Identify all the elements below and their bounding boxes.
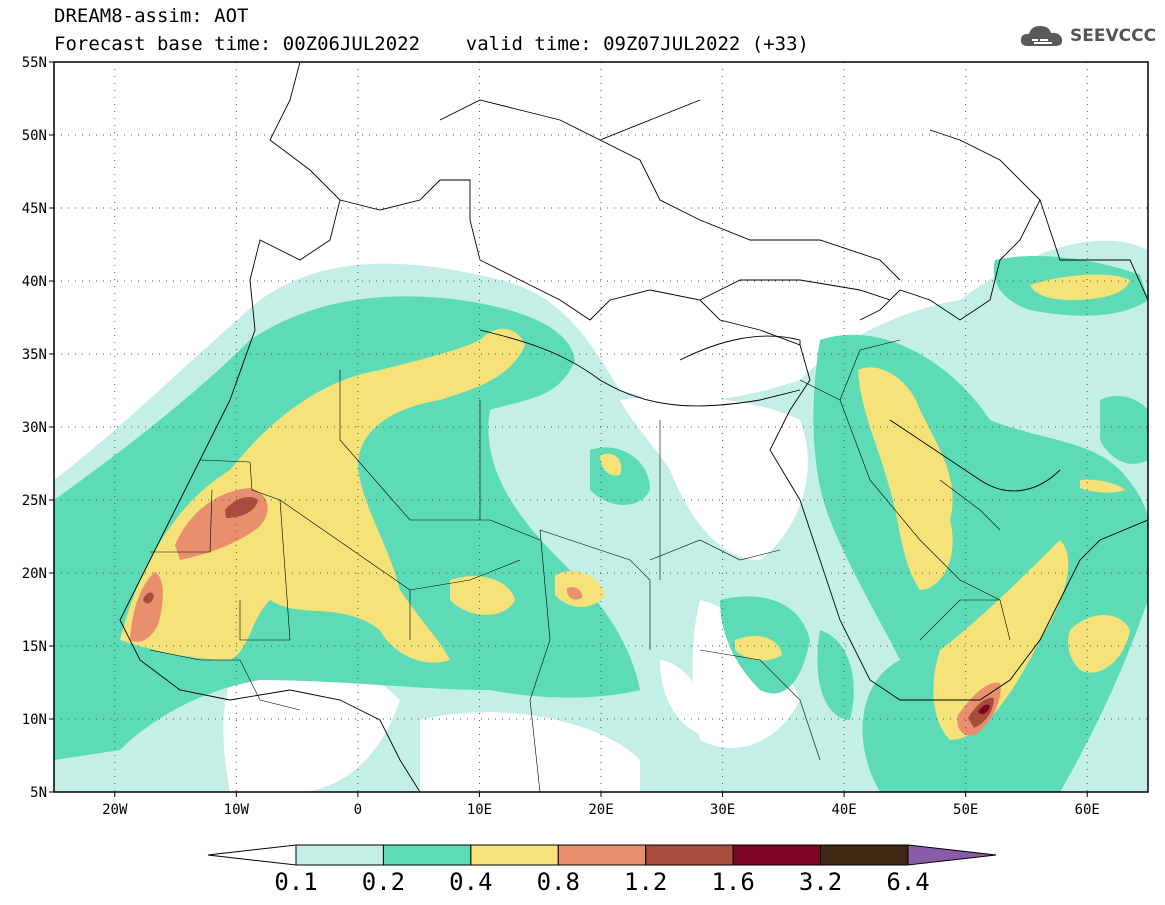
latitude-tick-label: 15N <box>22 639 47 655</box>
colorbar-segment <box>645 844 734 866</box>
longitude-tick-label: 10E <box>467 802 492 818</box>
latitude-tick-label: 45N <box>22 201 47 217</box>
chart-title: DREAM8-assim: AOT <box>54 5 249 27</box>
colorbar-level-label: 1.6 <box>711 868 755 896</box>
colorbar-segment <box>820 844 909 866</box>
colorbar-segment <box>295 844 384 866</box>
graticule <box>54 62 1148 792</box>
colorbar-level-label: 0.4 <box>449 868 493 896</box>
cloud-icon <box>1020 26 1063 46</box>
longitude-tick-label: 0 <box>354 802 362 818</box>
latitude-axis: 55N 50N 45N 40N 35N 30N 25N 20N 15N 10N 5N <box>22 55 54 801</box>
longitude-axis: 20W 10W 0 10E 20E 30E 40E 50E 60E <box>102 792 1100 818</box>
latitude-tick-label: 25N <box>22 493 47 509</box>
seevccc-logo: SEEVCCC <box>1018 22 1156 50</box>
colorbar-level-label: 1.2 <box>624 868 668 896</box>
latitude-tick-label: 35N <box>22 347 47 363</box>
colorbar-level-label: 0.2 <box>361 868 406 896</box>
longitude-tick-label: 10W <box>224 802 250 818</box>
colorbar-segment <box>557 844 647 866</box>
latitude-tick-label: 30N <box>22 420 47 436</box>
colorbar-underflow <box>207 844 297 866</box>
colorbar-level-label: 6.4 <box>886 868 930 896</box>
colorbar-segment <box>470 844 559 866</box>
colorbar <box>207 844 997 866</box>
latitude-tick-label: 50N <box>22 128 47 144</box>
latitude-tick-label: 40N <box>22 274 47 290</box>
longitude-tick-label: 20W <box>102 802 128 818</box>
longitude-tick-label: 50E <box>953 802 978 818</box>
latitude-tick-label: 55N <box>22 55 47 71</box>
aot-level-1-6 <box>978 704 990 715</box>
colorbar-level-label: 0.1 <box>274 868 318 896</box>
latitude-tick-label: 5N <box>30 785 47 801</box>
logo-text: SEEVCCC <box>1070 26 1157 46</box>
forecast-times: Forecast base time: 00Z06JUL2022 valid t… <box>54 33 809 55</box>
country-borders <box>149 339 1011 792</box>
latitude-tick-label: 20N <box>22 566 47 582</box>
colorbar-segment <box>732 844 822 866</box>
latitude-tick-label: 10N <box>22 712 47 728</box>
colorbar-segment <box>382 844 472 866</box>
colorbar-overflow <box>907 844 997 866</box>
colorbar-level-label: 0.8 <box>536 868 580 896</box>
colorbar-level-label: 3.2 <box>798 868 843 896</box>
longitude-tick-label: 20E <box>588 802 613 818</box>
longitude-tick-label: 40E <box>831 802 856 818</box>
longitude-tick-label: 30E <box>710 802 735 818</box>
longitude-tick-label: 60E <box>1075 802 1100 818</box>
